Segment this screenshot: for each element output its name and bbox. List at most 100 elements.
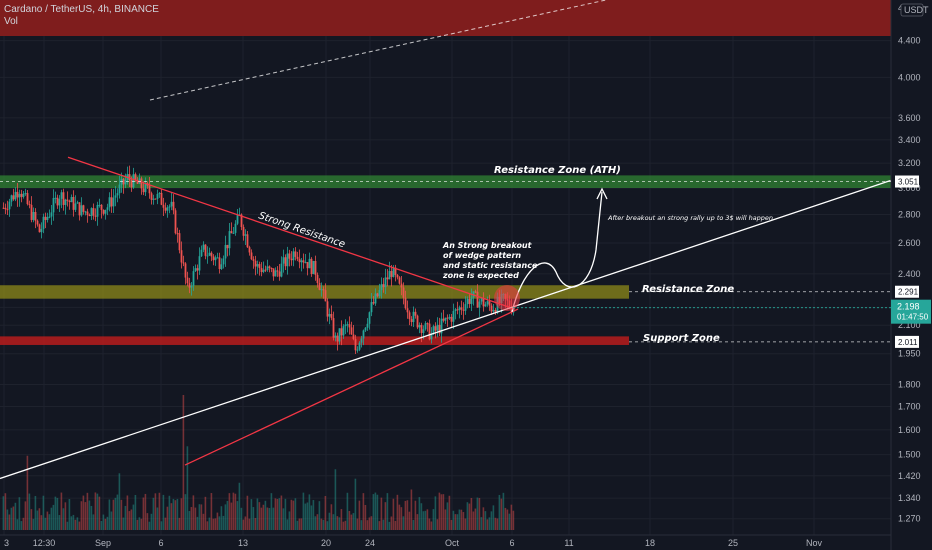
volume-bar (346, 492, 349, 530)
candle-body (458, 307, 461, 311)
candle-body (330, 314, 333, 319)
volume-bar (132, 504, 135, 530)
breakout-note-line-1: An Strong breakout (442, 241, 533, 250)
resistance-ath-label: Resistance Zone (ATH) (494, 165, 621, 176)
time-axis[interactable]: 3 12:30 Sep 6 13 20 24 Oct 6 11 18 25 Nov (0, 534, 891, 548)
volume-bar (384, 502, 387, 530)
candle-body (254, 260, 257, 267)
volume-bar (170, 503, 173, 530)
candle-body (360, 338, 363, 343)
volume-bar (222, 515, 225, 530)
volume-bar (136, 519, 139, 530)
price-level-value: 2.291 (898, 288, 919, 297)
candle-body (130, 179, 133, 188)
candle-body (182, 262, 185, 264)
volume-bar (122, 517, 125, 530)
candle-body (378, 290, 381, 297)
time-tick: 3 (4, 538, 9, 548)
candle-body (426, 323, 429, 325)
volume-bar (370, 516, 373, 530)
volume-bar (348, 511, 351, 530)
volume-bar (108, 499, 111, 530)
candle-body (394, 267, 397, 275)
volume-bar (376, 494, 379, 530)
candle-body (332, 318, 335, 338)
price-tick: 3.600 (898, 113, 921, 123)
volume-bar (308, 494, 311, 530)
volume-bar (34, 495, 37, 530)
volume-bar (456, 514, 459, 530)
volume-bar (480, 517, 483, 530)
candle-body (264, 269, 267, 271)
volume-bar (156, 507, 159, 530)
volume-bar (416, 514, 419, 530)
candle-body (316, 274, 319, 283)
candle-body (494, 309, 497, 313)
volume-bar (36, 510, 39, 530)
volume-bar (246, 495, 249, 530)
candle-body (452, 311, 455, 322)
candle-body (172, 201, 175, 211)
volume-bar (396, 494, 399, 530)
volume-bar (238, 482, 241, 530)
volume-bar (290, 499, 293, 530)
volume-bar (496, 518, 499, 530)
volume-indicator-label[interactable]: Vol (4, 16, 18, 27)
candle-body (356, 349, 359, 351)
candle-body (166, 207, 169, 211)
candle-body (492, 309, 495, 312)
candle-body (88, 215, 91, 217)
volume-bar (442, 494, 445, 530)
candle-body (412, 311, 415, 323)
candle-body (116, 193, 119, 196)
volume-bar (300, 518, 303, 530)
candle-body (124, 179, 127, 185)
volume-bar (334, 469, 337, 530)
candle-body (178, 233, 181, 251)
volume-bar (146, 513, 149, 530)
candle-body (212, 256, 215, 261)
volume-bar (410, 489, 413, 530)
candle-body (476, 291, 479, 308)
volume-bar (430, 521, 433, 530)
volume-bar (40, 515, 43, 530)
candle-body (302, 260, 305, 263)
time-tick: 6 (158, 538, 163, 548)
volume-bar (274, 498, 277, 530)
volume-bar (46, 511, 49, 530)
price-tick: 1.950 (898, 349, 921, 359)
volume-bar (188, 511, 191, 530)
volume-bar (214, 518, 217, 530)
candle-body (38, 224, 41, 233)
candle-body (170, 201, 173, 207)
candle-body (98, 204, 101, 206)
candle-body (380, 284, 383, 291)
candle-body (428, 323, 431, 340)
volume-bar (420, 503, 423, 530)
candle-body (392, 267, 395, 277)
volume-bar (470, 497, 473, 530)
volume-bar (298, 518, 301, 530)
volume-bar (26, 455, 29, 530)
volume-bar (264, 500, 267, 530)
price-tick: 3.200 (898, 158, 921, 168)
volume-bar (140, 518, 143, 530)
long-term-support-line (0, 179, 892, 480)
candle-body (54, 197, 57, 199)
volume-bar (164, 517, 167, 530)
candle-body (480, 298, 483, 302)
volume-bar (490, 511, 493, 530)
volume-bar (354, 478, 357, 530)
volume-bar (288, 511, 291, 530)
volume-bar (50, 507, 53, 530)
volume-bar (138, 517, 141, 530)
price-axis[interactable]: 4.400 4.000 3.600 3.400 3.200 3.000 2.800 2.600… (890, 0, 932, 550)
volume-bar (42, 495, 45, 530)
volume-bar (462, 512, 465, 530)
symbol-title[interactable]: Cardano / TetherUS, 4h, BINANCE (4, 4, 159, 15)
volume-bar (104, 518, 107, 530)
volume-bar (302, 492, 305, 530)
volume-bar (434, 496, 437, 530)
candle-body (446, 317, 449, 319)
